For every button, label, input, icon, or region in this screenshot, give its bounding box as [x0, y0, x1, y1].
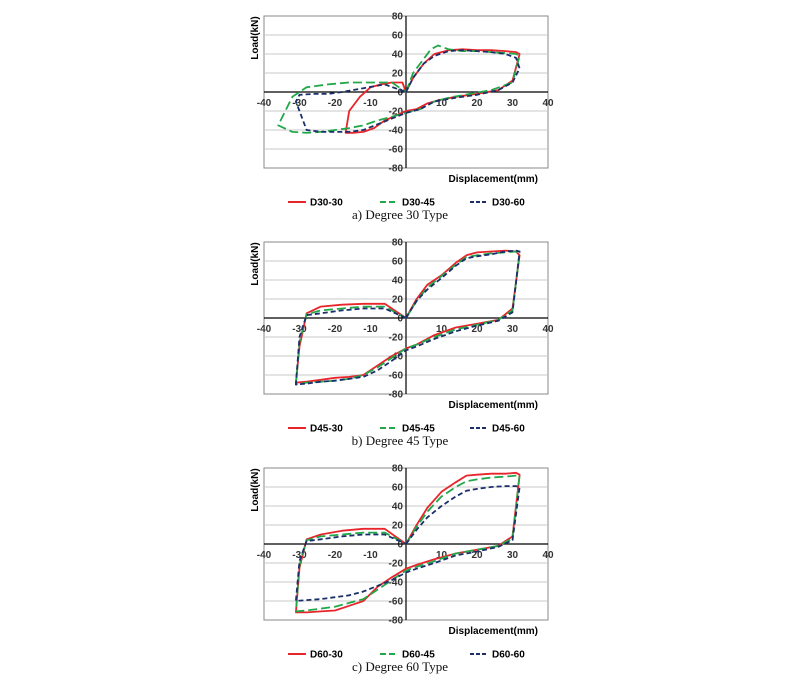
- x-tick-label: -10: [363, 550, 378, 561]
- y-tick-label: -60: [389, 145, 404, 156]
- x-tick-label: -20: [328, 324, 343, 335]
- chart-caption-1: a) Degree 30 Type: [352, 207, 448, 222]
- chart-svg-2: 80 60 40 20 0 -20 -40 -60 -80 -40 -30 -20 -10 10 20 30 4…: [250, 238, 554, 435]
- x-tick-label: 40: [542, 98, 554, 109]
- y-tick-label: -20: [389, 333, 404, 344]
- x-axis-label: Displacement(mm): [449, 400, 538, 411]
- chart-caption-3: c) Degree 60 Type: [352, 659, 448, 674]
- x-tick-label: 30: [507, 98, 519, 109]
- y-axis-label: Load(kN): [250, 468, 261, 511]
- x-tick-label: -40: [257, 550, 272, 561]
- x-tick-label: -30: [292, 550, 307, 561]
- y-tick-label: -40: [389, 352, 404, 363]
- y-tick-label: 20: [392, 521, 404, 532]
- x-tick-label: -30: [292, 98, 307, 109]
- chart-panel-2: 80 60 40 20 0 -20 -40 -60 -80 -40 -30 -20 -10 10 20 30 4…: [0, 226, 800, 450]
- y-axis-label: Load(kN): [250, 16, 261, 59]
- x-tick-label: 40: [542, 550, 554, 561]
- legend-label-1: D30-30: [310, 198, 343, 209]
- y-tick-label: -40: [389, 578, 404, 589]
- y-tick-label: 60: [392, 483, 404, 494]
- legend-label-3: D30-60: [492, 198, 525, 209]
- chart-panel-3: 80 60 40 20 0 -20 -40 -60 -80 -40 -30 -20 -10 10 20 30 4…: [0, 452, 800, 676]
- y-tick-label: 0: [397, 314, 403, 325]
- series-line-2: [294, 250, 521, 386]
- y-tick-label: 40: [392, 50, 404, 61]
- y-tick-label: -80: [389, 616, 404, 627]
- x-tick-label: 10: [436, 550, 448, 561]
- series-line-3: [294, 485, 521, 602]
- legend-label-3: D45-60: [492, 424, 525, 435]
- chart-svg-1: 80 60 40 20 0 -20 -40 -60 -80 -40 -30 -20 -10 10 20 30 4…: [250, 12, 554, 209]
- x-axis-label: Displacement(mm): [449, 174, 538, 185]
- legend-label-1: D60-30: [310, 650, 343, 661]
- y-tick-label: 0: [397, 540, 403, 551]
- y-tick-label: 40: [392, 502, 404, 513]
- y-tick-label: -60: [389, 371, 404, 382]
- y-tick-label: -80: [389, 390, 404, 401]
- legend-label-1: D45-30: [310, 424, 343, 435]
- y-axis-label: Load(kN): [250, 242, 261, 285]
- y-tick-label: 80: [392, 238, 404, 249]
- y-tick-label: 0: [397, 88, 403, 99]
- x-tick-label: -40: [257, 98, 272, 109]
- y-tick-label: 20: [392, 69, 404, 80]
- legend-label-2: D45-45: [402, 424, 435, 435]
- x-tick-label: 20: [471, 550, 483, 561]
- y-tick-label: -80: [389, 164, 404, 175]
- x-tick-label: 30: [507, 550, 519, 561]
- chart-panel-1: 80 60 40 20 0 -20 -40 -60 -80 -40 -30 -20 -10 10 20 30 4…: [0, 0, 800, 224]
- x-tick-label: -20: [328, 98, 343, 109]
- y-tick-label: -20: [389, 559, 404, 570]
- x-tick-label: 10: [436, 324, 448, 335]
- y-tick-label: 80: [392, 464, 404, 475]
- series-line-3: [294, 49, 521, 133]
- x-axis-label: Displacement(mm): [449, 626, 538, 637]
- series-line-3: [294, 249, 521, 386]
- y-tick-label: 60: [392, 31, 404, 42]
- x-tick-label: 40: [542, 324, 554, 335]
- y-tick-label: 40: [392, 276, 404, 287]
- x-tick-label: 10: [436, 98, 448, 109]
- x-tick-label: -10: [363, 324, 378, 335]
- y-tick-label: -40: [389, 126, 404, 137]
- x-tick-label: -20: [328, 550, 343, 561]
- x-tick-label: 30: [507, 324, 519, 335]
- chart-svg-3: 80 60 40 20 0 -20 -40 -60 -80 -40 -30 -20 -10 10 20 30 4…: [250, 464, 554, 661]
- y-tick-label: 80: [392, 12, 404, 23]
- y-tick-label: 20: [392, 295, 404, 306]
- x-tick-label: -30: [292, 324, 307, 335]
- legend-label-2: D60-45: [402, 650, 435, 661]
- series-line-2: [294, 474, 521, 613]
- legend-label-3: D60-60: [492, 650, 525, 661]
- y-tick-label: 60: [392, 257, 404, 268]
- x-tick-label: -10: [363, 98, 378, 109]
- x-tick-label: 20: [471, 324, 483, 335]
- series-line-2: [277, 44, 521, 134]
- x-tick-label: -40: [257, 324, 272, 335]
- legend-label-2: D30-45: [402, 198, 435, 209]
- chart-caption-2: b) Degree 45 Type: [351, 433, 449, 448]
- y-tick-label: -60: [389, 597, 404, 608]
- y-tick-label: -20: [389, 107, 404, 118]
- x-tick-label: 20: [471, 98, 483, 109]
